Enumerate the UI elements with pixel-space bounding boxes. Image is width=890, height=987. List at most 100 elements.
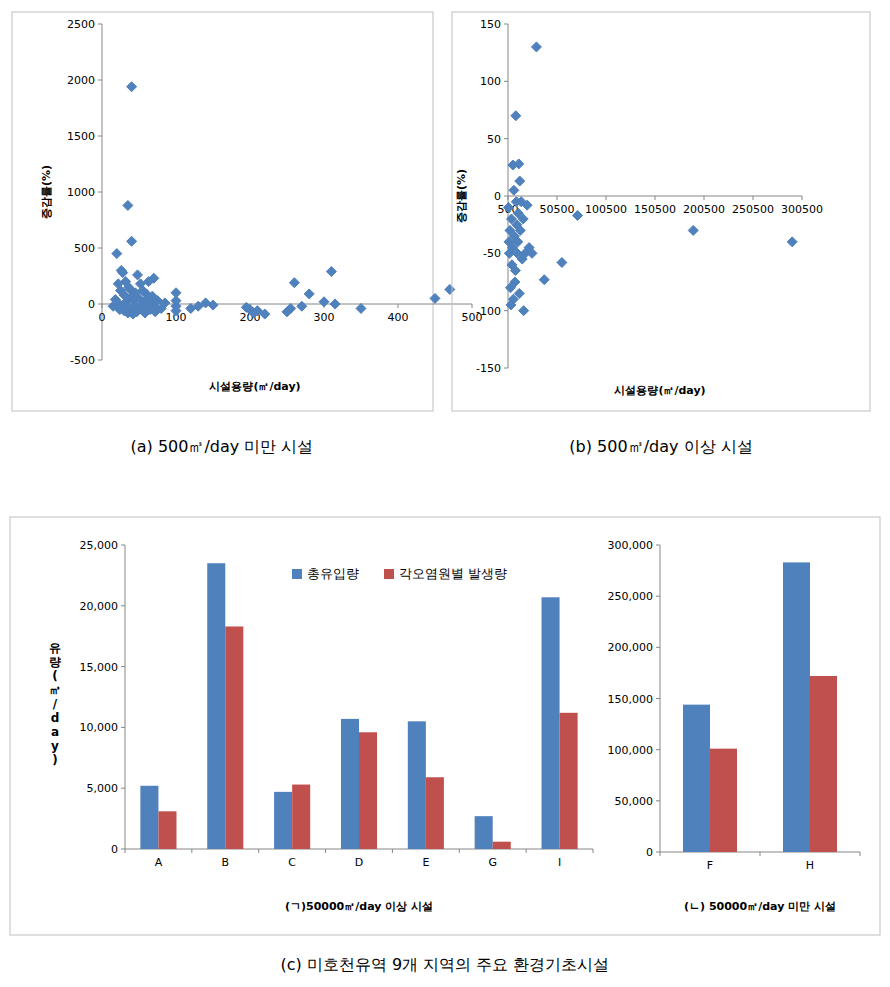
point: [514, 288, 524, 298]
point: [510, 266, 520, 276]
bar: [292, 785, 310, 849]
scatter-chart: -500050010001500200025000100200300400500…: [12, 12, 483, 411]
point: [430, 293, 440, 303]
point: [112, 249, 122, 259]
y-tick: [98, 360, 102, 361]
y-axis-label: 증감률(%): [40, 165, 53, 219]
y-tick: [504, 138, 508, 139]
caption: (a) 500㎥/day 미만 시설: [131, 437, 314, 456]
point: [513, 237, 523, 247]
y-tick: [121, 788, 125, 789]
x-tick: [398, 304, 399, 308]
point: [509, 185, 519, 195]
bar: [426, 777, 444, 849]
point: [171, 306, 181, 316]
x-tick-label: 0: [99, 311, 106, 324]
point: [208, 300, 218, 310]
legend-swatch: [384, 569, 394, 579]
bar: [158, 811, 176, 849]
y-tick-label: 150,000: [608, 693, 654, 706]
y-tick: [98, 248, 102, 249]
legend-label: 각오염원별 발생량: [399, 566, 507, 581]
y-tick: [98, 80, 102, 81]
point: [531, 42, 541, 52]
x-tick-label: 300: [314, 311, 335, 324]
y-tick-label: 150: [480, 18, 501, 31]
scatter-chart: -150-100-5005010015050050500100500150500…: [452, 12, 870, 411]
y-tick-label: 50,000: [615, 795, 654, 808]
bar: [560, 713, 578, 849]
y-tick-label: -150: [476, 362, 501, 375]
x-axis-label: 시설용량(㎥/day): [209, 380, 300, 393]
y-tick: [656, 545, 660, 546]
y-tick-label: 5,000: [87, 782, 119, 795]
point: [289, 278, 299, 288]
point: [118, 268, 128, 278]
y-tick-label: 200,000: [608, 641, 654, 654]
x-tick: [191, 849, 192, 853]
bar: [408, 721, 426, 849]
x-tick: [557, 196, 558, 200]
y-tick: [656, 800, 660, 801]
x-tick: [392, 849, 393, 853]
y-tick: [121, 849, 125, 850]
points: [108, 82, 455, 319]
point: [515, 176, 525, 186]
point: [356, 303, 366, 313]
bar: [542, 597, 560, 849]
bar: [359, 732, 377, 849]
point: [573, 210, 583, 220]
x-tick-label: 250500: [732, 203, 774, 216]
x-axis-label: (ㄴ) 50000㎥/day 미만 시설: [684, 900, 836, 913]
point: [160, 298, 170, 308]
point: [539, 275, 549, 285]
x-tick: [593, 849, 594, 853]
panel-frame: [10, 517, 880, 935]
x-tick: [325, 849, 326, 853]
y-axis-label: 증감률(%): [455, 169, 468, 223]
y-axis-label: 유량(㎥/day): [49, 641, 61, 767]
point: [557, 258, 567, 268]
y-tick: [121, 727, 125, 728]
y-tick-label: 50: [487, 133, 501, 146]
y-tick: [656, 698, 660, 699]
y-axis-label-char: (: [52, 669, 57, 683]
point: [149, 273, 159, 283]
panel-frame: [452, 12, 870, 411]
point: [510, 277, 520, 287]
y-tick-label: 0: [646, 846, 653, 859]
panel-frame: [12, 12, 433, 411]
y-tick: [504, 310, 508, 311]
figure: -500050010001500200025000100200300400500…: [0, 0, 890, 987]
x-tick: [704, 196, 705, 200]
caption: (c) 미호천유역 9개 지역의 주요 환경기초시설: [281, 955, 610, 974]
x-tick: [660, 852, 661, 856]
y-tick-label: 2500: [67, 18, 95, 31]
point: [133, 270, 143, 280]
y-axis-label-char: y: [51, 739, 59, 753]
y-tick-label: 100: [480, 75, 501, 88]
x-tick-label: E: [422, 856, 429, 869]
y-tick-label: -50: [483, 247, 501, 260]
y-tick-label: 1000: [67, 186, 95, 199]
x-tick: [125, 849, 126, 853]
y-tick: [98, 304, 102, 305]
point: [511, 111, 521, 121]
y-tick-label: 0: [88, 298, 95, 311]
y-axis: [125, 545, 126, 849]
bar: [783, 562, 810, 852]
x-tick: [802, 196, 803, 200]
point: [330, 299, 340, 309]
x-tick-label: 50500: [540, 203, 575, 216]
y-tick: [98, 136, 102, 137]
y-tick-label: 500: [74, 242, 95, 255]
bar: [207, 563, 225, 849]
bar: [274, 792, 292, 849]
y-tick-label: 20,000: [80, 600, 119, 613]
x-tick-label: I: [558, 856, 561, 869]
x-tick-label: 200500: [683, 203, 725, 216]
bar-chart: 05,00010,00015,00020,00025,000ABCDEGI유량(…: [49, 539, 593, 913]
bar: [225, 626, 243, 849]
y-tick-label: 2000: [67, 74, 95, 87]
y-tick-label: 25,000: [80, 539, 119, 552]
